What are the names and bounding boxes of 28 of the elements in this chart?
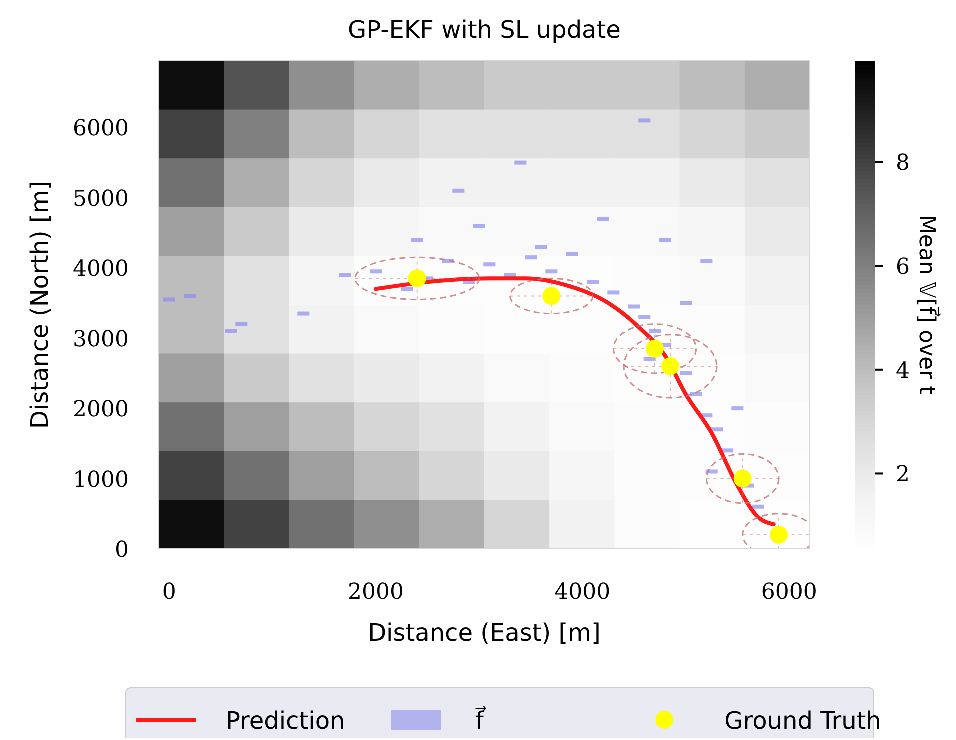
color-bar-label: 2 [896,462,910,488]
color-bar-label: 6 [896,255,910,280]
legend-label: f⃗ [474,706,487,735]
point [662,357,680,376]
legend-label: Prediction [226,707,346,735]
y-tick-label: 3000 [73,327,129,352]
x-tick-label: 6000 [761,580,818,605]
x-tick-label: 4000 [554,580,611,605]
y-tick-label: 4000 [73,257,129,282]
y-tick-label: 2000 [73,398,129,423]
point [408,270,426,288]
point [542,287,561,306]
y-axis-title: Distance (North) [m] [26,180,54,430]
color-bar-label: 8 [896,151,910,176]
y-tick-label: 0 [115,538,129,563]
y-tick-label: 5000 [73,186,129,212]
x-axis-title: Distance (East) [m] [368,619,601,647]
color-bar-title: Mean 𝕍[f⃗] over t [914,215,942,396]
y-tick-label: 1000 [73,468,129,493]
point [646,340,664,358]
x-tick-label: 2000 [348,580,404,605]
x-tick-label: 0 [162,580,176,605]
color-bar-label: 4 [896,358,910,384]
chart-title: GP-EKF with SL update [348,16,621,44]
y-tick-label: 6000 [73,116,129,142]
line-series [374,276,776,526]
legend-label: Ground Truth [724,707,882,735]
point [734,470,752,488]
